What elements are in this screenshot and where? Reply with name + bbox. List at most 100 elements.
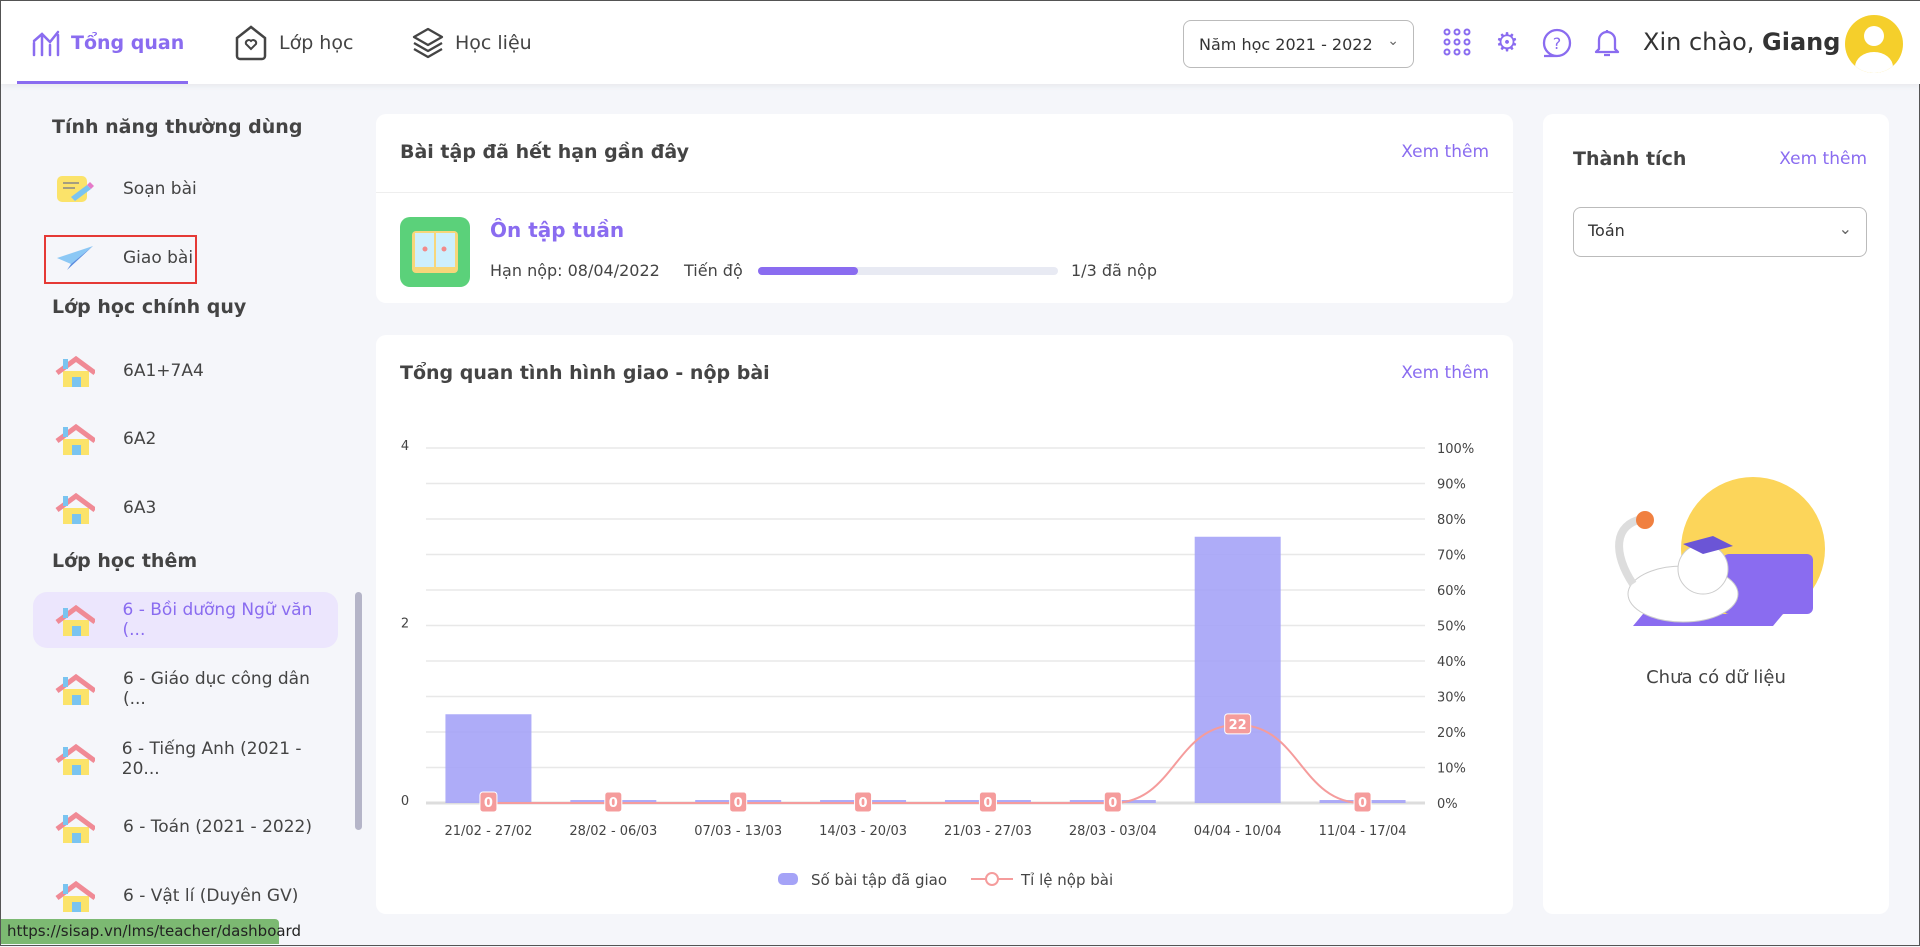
- overview-chart-card: Tổng quan tình hình giao - nộp bài Xem t…: [376, 335, 1513, 914]
- svg-text:?: ?: [1553, 34, 1562, 53]
- achievement-card: Thành tích Xem thêm Toán ⌄ Chưa có dữ liệ…: [1543, 114, 1889, 914]
- data-label-bg: [1224, 713, 1252, 735]
- tab-materials[interactable]: Học liệu: [411, 1, 532, 84]
- y-left-tick: 2: [401, 617, 409, 632]
- house-icon: [55, 673, 95, 705]
- sleeping-cat-illustration: [1615, 477, 1825, 626]
- data-label: 0: [1108, 796, 1117, 811]
- x-tick: 04/04 - 10/04: [1194, 824, 1282, 839]
- assignment-link[interactable]: Ôn tập tuần: [490, 218, 625, 242]
- sidebar-scrollbar[interactable]: [355, 592, 362, 830]
- bar: [445, 714, 532, 803]
- empty-state-text: Chưa có dữ liệu: [1646, 667, 1786, 688]
- data-label-bg: [479, 791, 498, 813]
- help-icon[interactable]: ?: [1541, 27, 1573, 59]
- legend-line: Tỉ lệ nộp bài: [1020, 871, 1113, 889]
- y-right-tick: 20%: [1437, 726, 1466, 741]
- sidebar: Tính năng thường dùng Soạn bài Giao bài …: [1, 84, 361, 947]
- book-icon: [400, 217, 470, 287]
- bell-icon[interactable]: [1591, 27, 1623, 59]
- data-label: 0: [1358, 796, 1367, 811]
- see-more-link[interactable]: Xem thêm: [1401, 142, 1489, 162]
- data-label-bg: [978, 791, 997, 813]
- data-label: 0: [734, 796, 743, 811]
- house-icon: [55, 355, 95, 387]
- data-label-bg: [729, 791, 748, 813]
- data-label: 22: [1229, 718, 1247, 733]
- x-tick: 14/03 - 20/03: [819, 824, 907, 839]
- y-right-tick: 70%: [1437, 549, 1466, 564]
- data-label-bg: [854, 791, 873, 813]
- data-label-bg: [604, 791, 623, 813]
- x-tick: 28/02 - 06/03: [569, 824, 657, 839]
- y-right-tick: 80%: [1437, 513, 1466, 528]
- chevron-down-icon: ⌄: [1387, 33, 1399, 49]
- bar: [1194, 536, 1281, 803]
- see-more-link[interactable]: Xem thêm: [1779, 149, 1867, 169]
- progress-label: Tiến độ: [684, 261, 743, 280]
- avatar[interactable]: [1845, 15, 1903, 73]
- card-title: Thành tích: [1573, 148, 1687, 170]
- paper-plane-icon: [55, 242, 95, 274]
- sidebar-item-class[interactable]: 6 - Vật lí (Duyên GV): [33, 868, 338, 924]
- tab-classes[interactable]: Lớp học: [233, 1, 353, 84]
- sidebar-item-assign[interactable]: Giao bài: [33, 230, 338, 286]
- gear-icon[interactable]: ⚙: [1495, 28, 1519, 58]
- legend-line-marker: [985, 872, 999, 886]
- card-title: Bài tập đã hết hạn gần đây: [400, 141, 689, 163]
- sidebar-item-compose[interactable]: Soạn bài: [33, 161, 338, 217]
- house-icon: [55, 743, 95, 775]
- y-right-tick: 40%: [1437, 655, 1466, 670]
- y-left-tick: 0: [401, 794, 409, 809]
- house-icon: [55, 880, 95, 912]
- sidebar-item-class[interactable]: 6 - Toán (2021 - 2022): [33, 799, 338, 855]
- data-label: 0: [484, 796, 493, 811]
- greeting: Xin chào, Giang: [1643, 28, 1841, 56]
- legend-bars: Số bài tập đã giao: [811, 871, 947, 889]
- y-right-tick: 0%: [1437, 797, 1458, 812]
- apps-grid-icon[interactable]: [1441, 27, 1473, 59]
- see-more-link[interactable]: Xem thêm: [1401, 363, 1489, 383]
- y-right-tick: 50%: [1437, 620, 1466, 635]
- legend-bar-swatch: [778, 873, 798, 885]
- house-icon: [55, 492, 95, 524]
- y-left-tick: 4: [401, 439, 409, 454]
- highlight-box: [44, 235, 197, 284]
- recent-assignments-card: Bài tập đã hết hạn gần đây Xem thêm Ôn t…: [376, 114, 1513, 303]
- data-label: 0: [983, 796, 992, 811]
- section-heading: Lớp học chính quy: [52, 296, 247, 318]
- chevron-down-icon: ⌄: [1838, 219, 1852, 238]
- x-tick: 28/03 - 03/04: [1069, 824, 1157, 839]
- subject-select[interactable]: Toán ⌄: [1573, 207, 1867, 257]
- y-right-tick: 30%: [1437, 691, 1466, 706]
- house-icon: [55, 423, 95, 455]
- y-right-tick: 100%: [1437, 442, 1474, 457]
- data-label: 0: [609, 796, 618, 811]
- x-tick: 11/04 - 17/04: [1319, 824, 1407, 839]
- tab-overview[interactable]: Tổng quan: [17, 1, 188, 84]
- data-label-bg: [1353, 791, 1372, 813]
- y-right-tick: 60%: [1437, 584, 1466, 599]
- y-right-tick: 90%: [1437, 478, 1466, 493]
- sidebar-item-class[interactable]: 6 - Tiếng Anh (2021 - 20...: [33, 731, 338, 787]
- school-year-select[interactable]: Năm học 2021 - 2022 ⌄: [1183, 20, 1414, 68]
- card-title: Tổng quan tình hình giao - nộp bài: [400, 362, 770, 384]
- section-heading: Lớp học thêm: [52, 550, 198, 572]
- home-heart-icon: [235, 24, 267, 60]
- status-bar-url: https://sisap.vn/lms/teacher/dashboard: [1, 919, 301, 944]
- notepad-pencil-icon: [55, 173, 95, 205]
- sidebar-item-class[interactable]: 6 - Giáo dục công dân (...: [33, 661, 338, 717]
- sidebar-item-class[interactable]: 6A2: [33, 411, 338, 467]
- chart-icon: [32, 30, 60, 56]
- section-heading: Tính năng thường dùng: [52, 116, 303, 138]
- house-icon: [55, 604, 95, 636]
- layers-icon: [412, 27, 444, 58]
- sidebar-item-class[interactable]: 6 - Bồi dưỡng Ngữ văn (...: [33, 592, 338, 648]
- x-tick: 21/03 - 27/03: [944, 824, 1032, 839]
- sidebar-item-class[interactable]: 6A3: [33, 480, 338, 536]
- x-tick: 07/03 - 13/03: [694, 824, 782, 839]
- data-label-bg: [1103, 791, 1122, 813]
- top-nav: Tổng quan Lớp học Học liệu Năm học 2021 …: [1, 1, 1920, 84]
- sidebar-item-class[interactable]: 6A1+7A4: [33, 343, 338, 399]
